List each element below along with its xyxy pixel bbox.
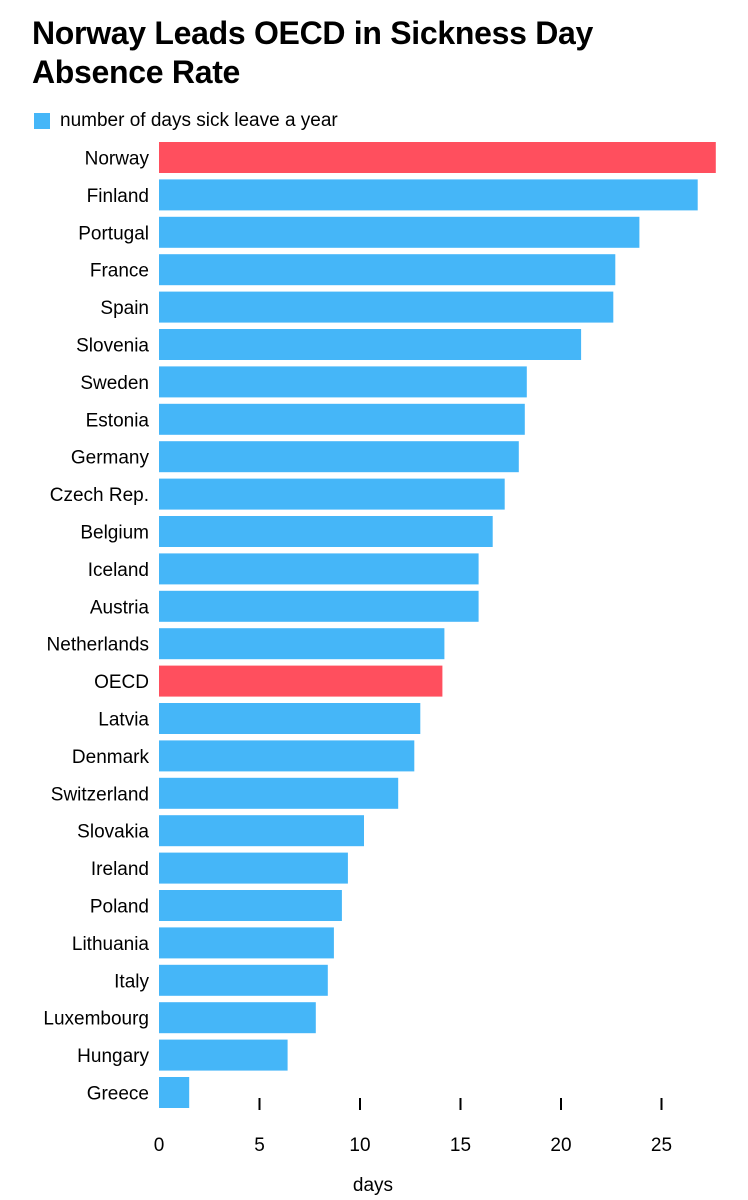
legend-label: number of days sick leave a year: [60, 110, 338, 131]
category-label-norway: Norway: [85, 149, 150, 170]
bar-denmark: [159, 740, 415, 772]
category-label-greece: Greece: [87, 1084, 149, 1105]
category-label-france: France: [90, 261, 149, 282]
bar-oecd: [159, 665, 443, 697]
category-label-latvia: Latvia: [98, 710, 149, 731]
bar-slovakia: [159, 815, 364, 847]
category-label-lithuania: Lithuania: [72, 934, 150, 955]
bar-spain: [159, 291, 614, 323]
chart-title: Norway Leads OECD in Sickness Day Absenc…: [32, 15, 593, 90]
bars: [159, 142, 716, 1108]
x-tick-label-15: 15: [450, 1135, 471, 1156]
category-label-slovakia: Slovakia: [77, 822, 149, 843]
category-label-portugal: Portugal: [78, 223, 149, 244]
category-label-spain: Spain: [100, 298, 149, 319]
x-tick-label-20: 20: [550, 1135, 571, 1156]
category-label-belgium: Belgium: [80, 523, 149, 544]
bar-norway: [159, 142, 716, 173]
category-label-oecd: OECD: [94, 672, 149, 693]
category-label-italy: Italy: [114, 971, 149, 992]
bar-belgium: [159, 516, 493, 547]
bar-iceland: [159, 553, 479, 585]
bar-switzerland: [159, 777, 399, 809]
bar-italy: [159, 964, 328, 996]
x-axis-label: days: [353, 1175, 393, 1196]
category-label-switzerland: Switzerland: [51, 784, 149, 805]
category-label-estonia: Estonia: [86, 410, 150, 431]
x-tick-label-0: 0: [154, 1135, 165, 1156]
bar-germany: [159, 441, 519, 473]
bar-netherlands: [159, 628, 445, 660]
bar-france: [159, 254, 616, 286]
legend: number of days sick leave a year: [34, 110, 338, 132]
bar-poland: [159, 890, 342, 921]
category-label-austria: Austria: [90, 597, 150, 618]
category-label-luxembourg: Luxembourg: [43, 1009, 149, 1030]
category-label-netherlands: Netherlands: [47, 635, 149, 656]
category-label-poland: Poland: [90, 897, 149, 918]
bar-austria: [159, 590, 479, 622]
legend-swatch: [34, 113, 50, 129]
bar-greece: [159, 1077, 190, 1108]
bar-hungary: [159, 1039, 288, 1071]
category-label-hungary: Hungary: [77, 1046, 149, 1067]
bar-sweden: [159, 366, 527, 398]
x-tick-label-10: 10: [349, 1135, 370, 1156]
category-label-finland: Finland: [87, 186, 149, 207]
x-axis: 0 5 10 15 20 25: [154, 1098, 672, 1156]
category-label-germany: Germany: [71, 448, 150, 469]
category-label-czech-rep: Czech Rep.: [50, 485, 149, 506]
bar-slovenia: [159, 329, 582, 360]
bar-portugal: [159, 216, 640, 248]
x-tick-label-25: 25: [651, 1135, 672, 1156]
bar-lithuania: [159, 927, 334, 959]
category-label-slovenia: Slovenia: [76, 336, 149, 357]
bar-ireland: [159, 852, 348, 884]
bar-luxembourg: [159, 1002, 316, 1034]
category-label-iceland: Iceland: [88, 560, 149, 581]
bar-latvia: [159, 703, 421, 734]
bar-estonia: [159, 403, 525, 435]
category-label-sweden: Sweden: [80, 373, 149, 394]
bar-finland: [159, 179, 698, 211]
bar-czech-rep: [159, 478, 505, 510]
category-labels: Norway Finland Portugal France Spain Slovenia…: [43, 149, 149, 1105]
category-label-ireland: Ireland: [91, 859, 149, 880]
x-tick-label-5: 5: [254, 1135, 265, 1156]
category-label-denmark: Denmark: [72, 747, 150, 768]
